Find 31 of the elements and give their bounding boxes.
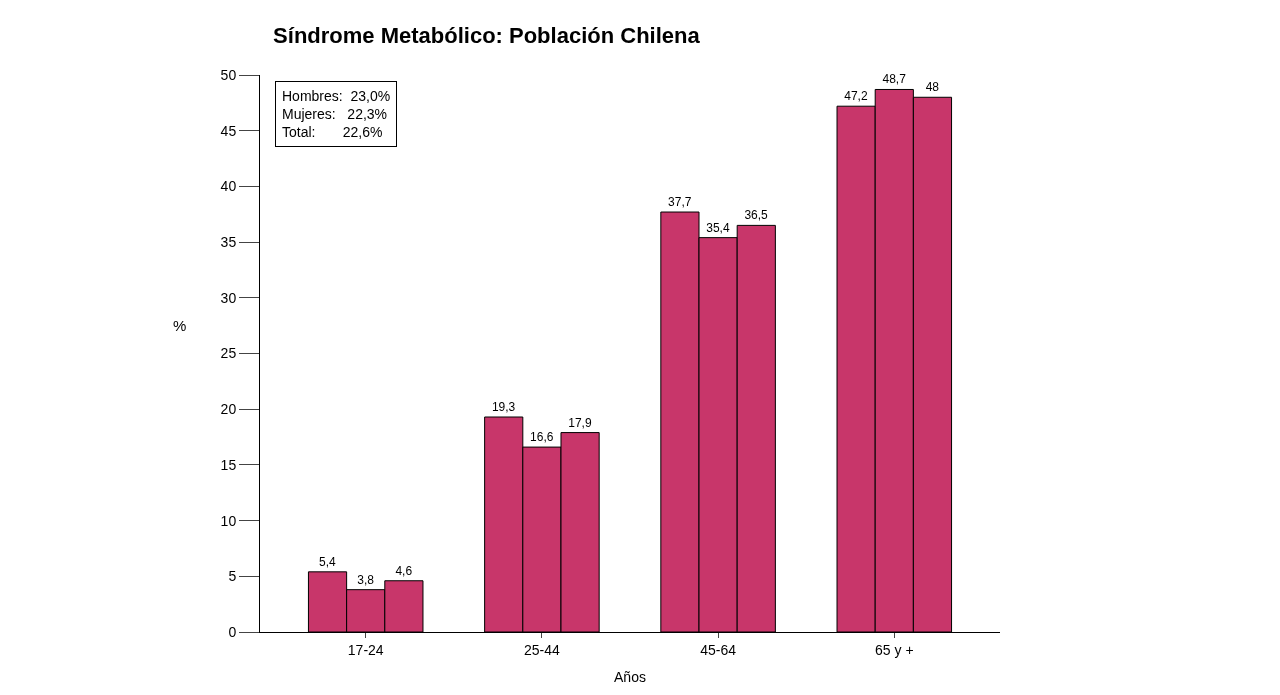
y-tick-label: 5 [228, 568, 237, 585]
chart-title: Síndrome Metabólico: Población Chilena [273, 23, 701, 49]
y-tick-label: 30 [220, 289, 237, 306]
y-tick-label: 10 [220, 512, 237, 529]
data-label: 48 [925, 80, 940, 95]
y-tick-label: 45 [220, 122, 237, 139]
x-tick-label: 25-44 [523, 641, 561, 658]
x-tick-label: 45-64 [700, 641, 737, 658]
data-label: 5,4 [319, 554, 337, 569]
x-tick-label: 65 y + [875, 641, 914, 658]
annotation: Hombres: 23,0% Mujeres: 22,3% Total: 22,6% [282, 88, 391, 141]
y-tick-label: 35 [220, 234, 237, 250]
y-tick-label: 20 [220, 401, 237, 418]
data-label: 36,5 [744, 208, 769, 223]
y-tick-label: 15 [220, 456, 237, 473]
data-label: 3,8 [357, 572, 375, 587]
data-label: 4,6 [395, 563, 413, 578]
y-tick-label: 25 [220, 345, 237, 362]
data-label: 47,2 [844, 89, 868, 104]
data-label: 48,7 [882, 72, 907, 87]
y-tick-label: 40 [220, 178, 237, 195]
data-label: 19,3 [491, 400, 516, 414]
data-label: 17,9 [568, 415, 592, 430]
x-axis-title: Años [614, 669, 646, 686]
y-tick-label: 0 [228, 623, 237, 640]
y-tick-label: 50 [220, 66, 237, 83]
data-label: 37,7 [668, 195, 692, 210]
data-label: 35,4 [706, 220, 730, 235]
y-axis-title: % [173, 317, 187, 334]
x-tick-label: 17-24 [347, 641, 384, 658]
data-label: 16,6 [530, 430, 554, 445]
